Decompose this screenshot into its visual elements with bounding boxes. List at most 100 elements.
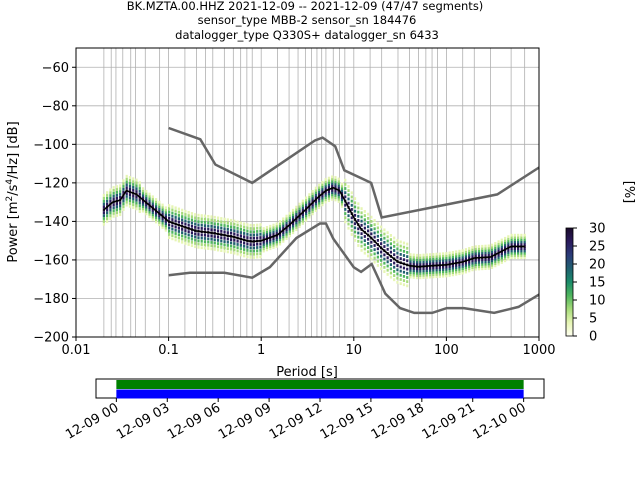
histogram-cell xyxy=(517,242,520,246)
histogram-cell xyxy=(256,255,259,259)
histogram-cell xyxy=(141,209,145,213)
histogram-cell xyxy=(412,260,415,264)
histogram-cell xyxy=(112,191,115,195)
histogram-cell xyxy=(122,182,125,185)
histogram-cell xyxy=(490,263,494,267)
histogram-cell xyxy=(291,224,295,228)
timeline-tick-label: 12-09 21 xyxy=(420,400,478,442)
histogram-cell xyxy=(380,238,383,241)
histogram-cell xyxy=(350,199,353,203)
histogram-cell xyxy=(357,219,360,222)
histogram-cell xyxy=(229,231,233,235)
histogram-cell xyxy=(340,195,344,199)
histogram-cell xyxy=(353,205,357,209)
histogram-cell xyxy=(393,269,396,273)
histogram-cell xyxy=(386,247,389,251)
histogram-cell xyxy=(344,207,347,211)
histogram-cell xyxy=(115,188,119,191)
histogram-cell xyxy=(380,267,383,271)
histogram-cell xyxy=(445,261,448,264)
histogram-cell xyxy=(229,251,233,254)
histogram-cell xyxy=(487,264,490,268)
histogram-cell xyxy=(474,265,477,269)
histogram-cell xyxy=(275,240,278,244)
histogram-cell xyxy=(223,217,226,221)
histogram-cell xyxy=(327,185,331,189)
histogram-cell xyxy=(216,245,220,249)
histogram-cell xyxy=(262,247,265,251)
histogram-cell xyxy=(259,245,262,249)
histogram-cell xyxy=(458,263,461,267)
histogram-cell xyxy=(474,267,477,271)
histogram-cell xyxy=(174,238,177,242)
histogram-cell xyxy=(161,217,164,220)
histogram-cell xyxy=(223,227,226,231)
histogram-cell xyxy=(308,213,311,217)
histogram-cell xyxy=(197,223,200,227)
histogram-cell xyxy=(168,207,171,211)
histogram-cell xyxy=(226,221,229,225)
histogram-cell xyxy=(399,248,402,252)
histogram-cell xyxy=(520,236,523,239)
histogram-cell xyxy=(301,206,304,210)
colorbar-gradient xyxy=(565,227,574,337)
histogram-cell xyxy=(497,249,500,253)
histogram-cell xyxy=(451,273,454,277)
colorbar-ticks: 0 5 10 15 20 25 30 xyxy=(573,222,606,345)
histogram-cell xyxy=(233,219,236,223)
histogram-cell xyxy=(138,181,141,185)
histogram-cell xyxy=(340,191,344,195)
histogram-cell xyxy=(106,194,109,197)
histogram-cell xyxy=(383,253,386,257)
histogram-cell xyxy=(141,202,145,206)
histogram-cell xyxy=(210,237,213,241)
histogram-cell xyxy=(510,242,513,246)
histogram-cell xyxy=(428,253,432,257)
histogram-cell xyxy=(510,247,513,251)
histogram-cell xyxy=(324,198,327,202)
histogram-cell xyxy=(269,233,272,237)
histogram-cell xyxy=(422,258,425,261)
histogram-cell xyxy=(507,241,510,245)
histogram-cell xyxy=(301,201,304,205)
histogram-cell xyxy=(484,258,487,261)
histogram-cell xyxy=(389,267,393,271)
histogram-cell xyxy=(138,189,141,193)
histogram-cell xyxy=(432,252,435,256)
histogram-cell xyxy=(200,239,203,243)
histogram-cell xyxy=(243,241,246,245)
histogram-cell xyxy=(503,252,507,256)
colorbar-tick-label: 25 xyxy=(589,240,606,255)
histogram-cell xyxy=(282,233,285,236)
histogram-cell xyxy=(119,207,122,211)
histogram-cell xyxy=(383,261,386,265)
histogram-cell xyxy=(396,255,399,259)
timeline-tick-label: 12-09 09 xyxy=(216,400,274,442)
histogram-cell xyxy=(357,206,360,210)
histogram-cell xyxy=(109,217,112,221)
histogram-cell xyxy=(305,209,308,213)
histogram-cell xyxy=(220,229,223,233)
histogram-cell xyxy=(396,247,399,251)
histogram-cell xyxy=(415,267,419,271)
histogram-cell xyxy=(327,178,331,182)
histogram-cell xyxy=(432,275,435,279)
histogram-cell xyxy=(507,244,510,248)
histogram-cell xyxy=(115,193,119,197)
histogram-cell xyxy=(334,185,337,188)
histogram-cell xyxy=(220,246,223,249)
histogram-cell xyxy=(158,209,161,213)
histogram-cell xyxy=(154,204,158,208)
histogram-cell xyxy=(177,210,180,214)
histogram-cell xyxy=(184,235,187,239)
histogram-cell xyxy=(102,222,105,226)
histogram-cell xyxy=(272,223,275,227)
histogram-cell xyxy=(442,270,445,274)
histogram-cell xyxy=(370,232,373,236)
colorbar-tick-label: 5 xyxy=(589,312,597,327)
y-tick-label: −120 xyxy=(33,176,69,191)
histogram-cell xyxy=(314,200,317,203)
histogram-cell xyxy=(269,247,272,251)
